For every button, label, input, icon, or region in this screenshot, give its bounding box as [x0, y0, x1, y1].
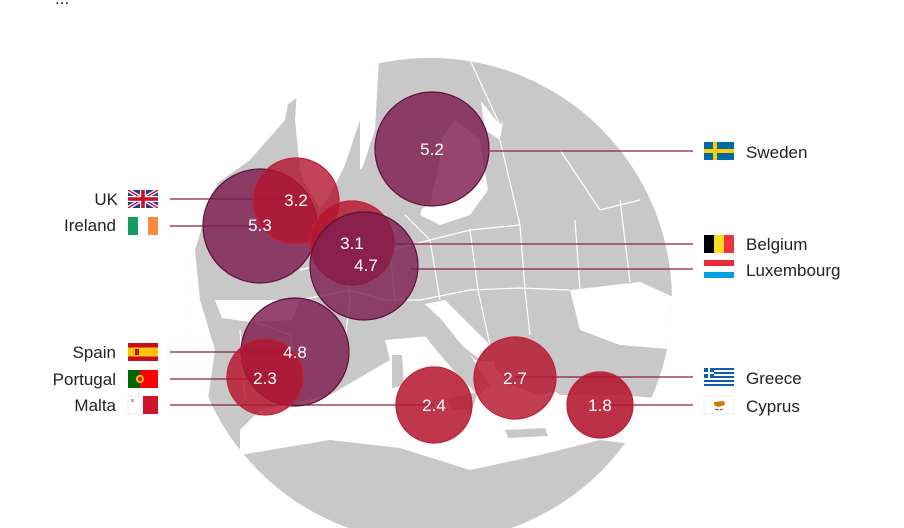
bubble-value-luxembourg: 4.7 [354, 256, 378, 275]
bubble-value-ireland: 5.3 [248, 216, 272, 235]
malta-flag-icon [127, 395, 158, 415]
spain-flag-icon [128, 343, 158, 361]
ireland-flag-icon [128, 217, 158, 235]
bubble-value-greece: 2.7 [503, 369, 527, 388]
bubble-portugal [226, 338, 304, 416]
bubble-greece [473, 336, 557, 420]
country-label-spain: Spain [73, 343, 116, 362]
country-label-malta: Malta [74, 396, 116, 415]
sweden-flag-icon [704, 142, 734, 160]
cyprus-flag-icon [703, 395, 735, 415]
country-label-belgium: Belgium [746, 235, 807, 254]
bubble-value-belgium: 3.1 [340, 234, 364, 253]
bubble-value-labels: 5.2 3.2 5.3 3.1 4.7 4.8 2.3 2.4 2.7 1.8 [248, 140, 612, 415]
bubble-cyprus [566, 371, 634, 439]
country-label-luxembourg: Luxembourg [746, 261, 841, 280]
country-label-uk: UK [94, 190, 118, 209]
luxembourg-flag-icon [704, 260, 734, 278]
cropped-header-text: ... [55, 0, 69, 8]
bubble-sweden [374, 91, 490, 207]
country-label-ireland: Ireland [64, 216, 116, 235]
value-bubbles [202, 91, 634, 444]
country-label-cyprus: Cyprus [746, 397, 800, 416]
portugal-flag-icon [128, 370, 158, 388]
bubble-value-cyprus: 1.8 [588, 396, 612, 415]
uk-flag-icon [128, 190, 158, 208]
legend-left: UK Ireland Spain Portuga [53, 190, 158, 415]
bubble-malta [395, 366, 473, 444]
bubble-value-spain: 4.8 [283, 343, 307, 362]
greece-flag-icon [704, 368, 734, 386]
country-label-portugal: Portugal [53, 370, 116, 389]
belgium-flag-icon [704, 235, 734, 253]
country-label-greece: Greece [746, 369, 802, 388]
legend-right: Sweden Belgium Luxembourg Greece [703, 142, 841, 416]
bubble-value-portugal: 2.3 [253, 369, 277, 388]
bubble-value-malta: 2.4 [422, 396, 446, 415]
bubble-value-sweden: 5.2 [420, 140, 444, 159]
bubble-value-uk: 3.2 [284, 191, 308, 210]
country-label-sweden: Sweden [746, 143, 807, 162]
bubble-luxembourg [309, 211, 419, 321]
